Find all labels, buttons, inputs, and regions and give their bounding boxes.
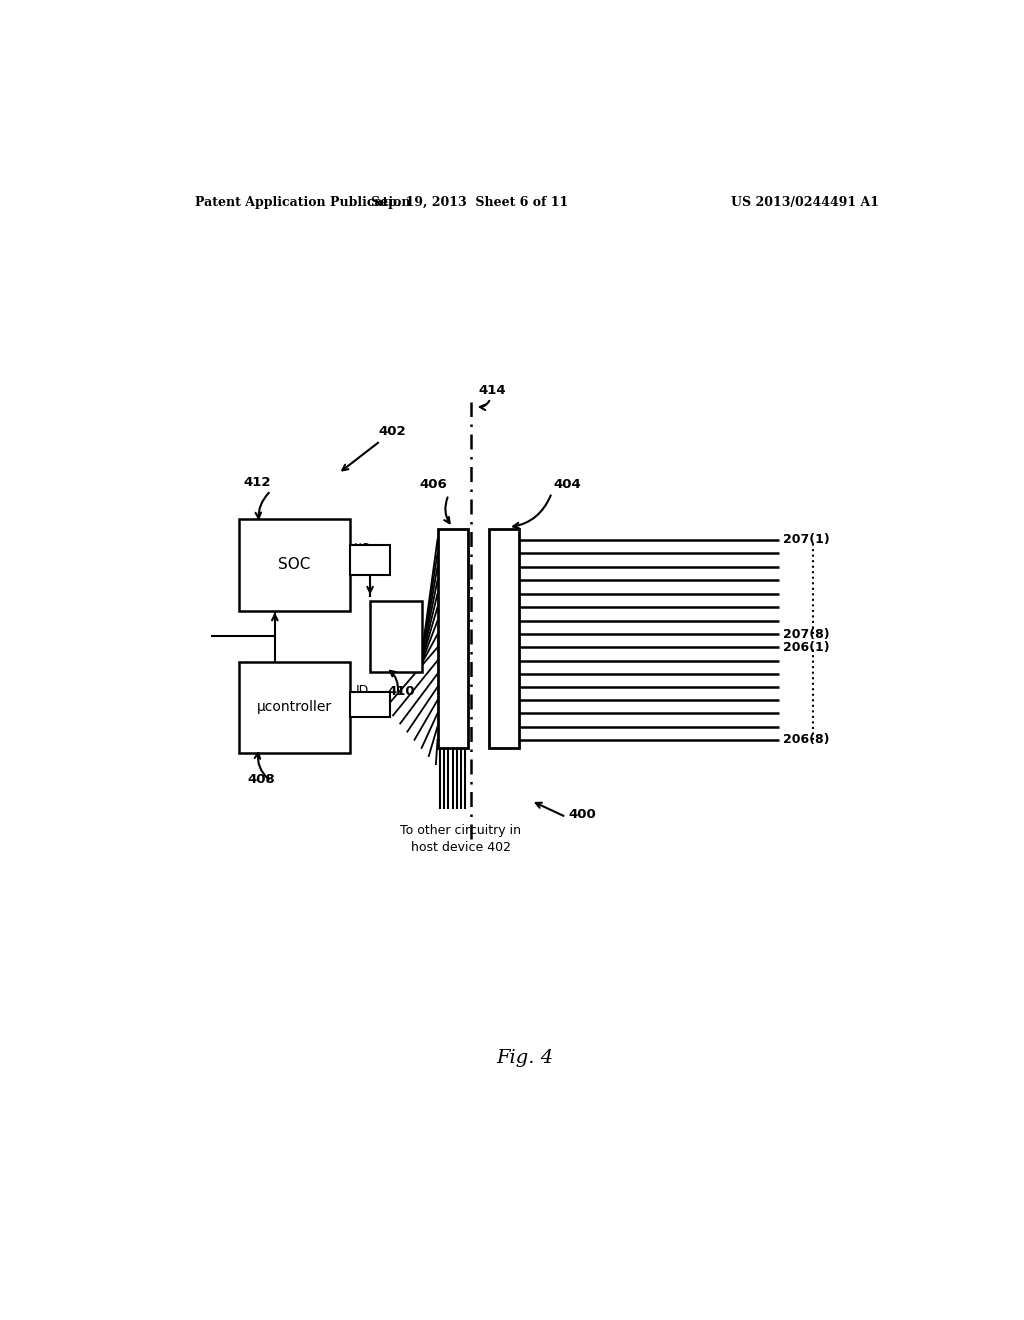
- Text: Patent Application Publication: Patent Application Publication: [196, 195, 411, 209]
- Text: 412: 412: [243, 475, 270, 488]
- Text: 410: 410: [387, 685, 415, 698]
- Text: 404: 404: [553, 478, 581, 491]
- Text: Sep. 19, 2013  Sheet 6 of 11: Sep. 19, 2013 Sheet 6 of 11: [371, 195, 568, 209]
- Bar: [240, 519, 350, 611]
- Bar: [350, 545, 390, 576]
- Text: 408: 408: [247, 772, 274, 785]
- Text: μcontroller: μcontroller: [257, 700, 332, 714]
- Bar: [370, 601, 422, 672]
- Bar: [437, 529, 468, 748]
- Text: To other circuitry in: To other circuitry in: [400, 824, 521, 837]
- Bar: [489, 529, 519, 748]
- Text: 207(8): 207(8): [782, 628, 829, 640]
- Text: I/O: I/O: [354, 541, 372, 554]
- Bar: [350, 692, 390, 718]
- Text: SOC: SOC: [279, 557, 311, 573]
- Text: host device 402: host device 402: [411, 841, 511, 854]
- Text: 206(8): 206(8): [782, 734, 829, 746]
- Text: 400: 400: [568, 808, 596, 821]
- Text: 406: 406: [420, 478, 447, 491]
- Text: ID: ID: [355, 684, 369, 697]
- Bar: [240, 661, 350, 752]
- Text: 414: 414: [479, 384, 507, 397]
- Text: 402: 402: [378, 425, 406, 438]
- Text: 206(1): 206(1): [782, 642, 829, 653]
- Text: US 2013/0244491 A1: US 2013/0244491 A1: [731, 195, 880, 209]
- Text: Fig. 4: Fig. 4: [497, 1049, 553, 1067]
- Text: 207(1): 207(1): [782, 533, 829, 546]
